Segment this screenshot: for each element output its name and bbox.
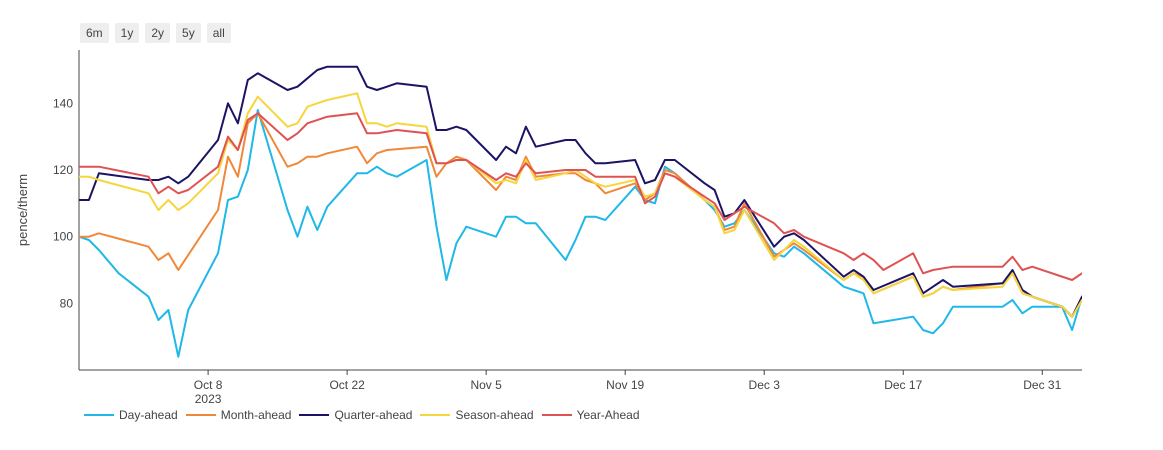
legend-item-day-ahead[interactable]: Day-ahead (84, 408, 178, 422)
legend-label: Day-ahead (119, 408, 178, 422)
legend-swatch (541, 414, 572, 416)
legend-swatch (299, 414, 330, 416)
y-tick-label: 100 (53, 230, 73, 244)
legend-item-year-ahead[interactable]: Year-Ahead (541, 408, 640, 422)
range-button-2y[interactable]: 2y (145, 23, 171, 43)
y-tick-label: 140 (53, 96, 73, 110)
legend-label: Year-Ahead (576, 408, 640, 422)
legend-swatch (420, 414, 451, 416)
series-group (79, 65, 1082, 358)
y-axis: 80 100 120 140 (53, 50, 80, 370)
x-tick-label: Nov 19 (606, 378, 644, 392)
range-button-6m[interactable]: 6m (80, 23, 109, 43)
y-axis-label: pence/therm (15, 174, 30, 246)
y-tick-label: 120 (53, 163, 73, 177)
range-selector: 6m 1y 2y 5y all (80, 23, 231, 43)
series-line-season-ahead (79, 92, 1082, 318)
legend-label: Season-ahead (455, 408, 534, 422)
legend-item-month-ahead[interactable]: Month-ahead (185, 408, 292, 422)
y-tick-label: 80 (60, 296, 74, 310)
series-line-year-ahead (79, 112, 1082, 281)
x-tick-label: Oct 8 (194, 378, 223, 392)
range-button-all[interactable]: all (206, 23, 231, 43)
x-tick-label: Dec 31 (1023, 378, 1061, 392)
x-tick-label: Oct 22 (329, 378, 365, 392)
x-tick-label: Dec 17 (884, 378, 922, 392)
legend-label: Quarter-ahead (334, 408, 413, 422)
x-tick-label: Dec 3 (749, 378, 781, 392)
series-line-quarter-ahead (79, 65, 1082, 318)
x-tick-year-label: 2023 (195, 392, 222, 406)
range-button-1y[interactable]: 1y (114, 23, 140, 43)
legend-item-quarter-ahead[interactable]: Quarter-ahead (299, 408, 412, 422)
x-tick-label: Nov 5 (470, 378, 502, 392)
legend-item-season-ahead[interactable]: Season-ahead (420, 408, 534, 422)
legend: Day-ahead Month-ahead Quarter-ahead Season-… (84, 408, 648, 422)
legend-swatch (84, 414, 114, 416)
series-line-day-ahead (79, 109, 1082, 358)
legend-label: Month-ahead (220, 408, 292, 422)
range-button-5y[interactable]: 5y (176, 23, 201, 43)
legend-swatch (185, 414, 216, 416)
